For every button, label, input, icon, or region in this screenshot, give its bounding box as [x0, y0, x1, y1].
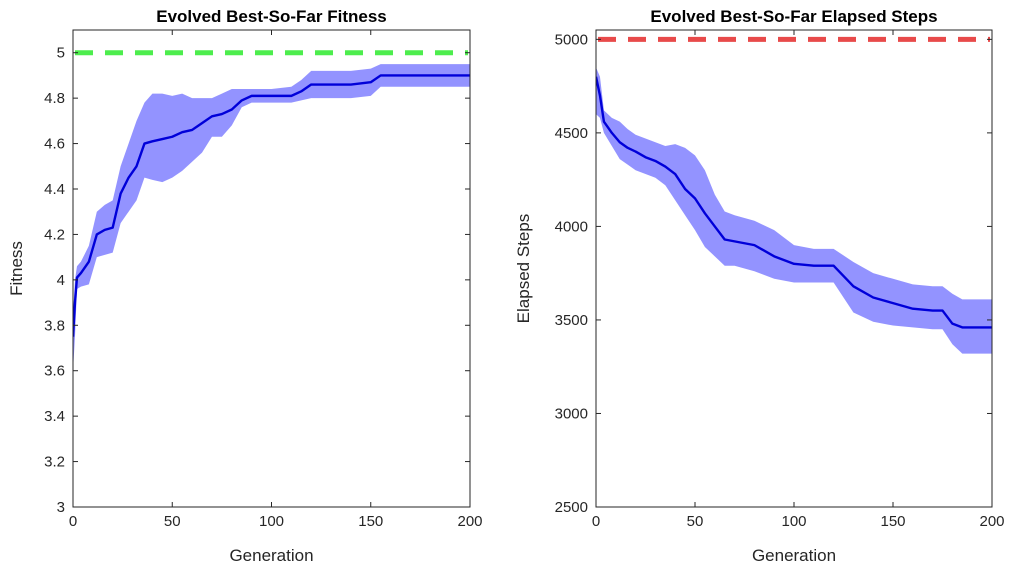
y-axis-label: Elapsed Steps	[514, 214, 533, 324]
y-tick-label: 3.6	[44, 363, 65, 380]
y-tick-label: 3000	[555, 405, 588, 422]
y-tick-label: 3.4	[44, 408, 65, 425]
plot-area	[596, 36, 992, 354]
confidence-band	[73, 64, 470, 371]
x-tick-label: 100	[259, 513, 284, 530]
elapsed-steps-chart: 0 50 100 150 200 2500 3000 3500 4000 4500 5000 Evol…	[514, 7, 1005, 565]
confidence-band	[596, 67, 992, 354]
x-tick-label: 150	[880, 513, 905, 530]
y-tick-label: 3.8	[44, 317, 65, 334]
x-tick-label: 200	[979, 513, 1004, 530]
mean-line	[596, 76, 992, 329]
y-tick-label: 3500	[555, 312, 588, 329]
y-tick-label: 4.2	[44, 226, 65, 243]
y-tick-label: 4500	[555, 125, 588, 142]
y-tick-label: 3.2	[44, 454, 65, 471]
y-tick-label: 3	[57, 499, 65, 516]
x-tick-label: 150	[358, 513, 383, 530]
x-axis-label: Generation	[229, 546, 313, 565]
y-tick-label: 4.6	[44, 136, 65, 153]
y-tick-label: 4.4	[44, 181, 65, 198]
y-tick-label: 4.8	[44, 90, 65, 107]
x-tick-label: 200	[457, 513, 482, 530]
y-tick-label: 4000	[555, 218, 588, 235]
y-tick-label: 2500	[555, 499, 588, 516]
chart-title: Evolved Best-So-Far Fitness	[156, 7, 387, 26]
x-axis-label: Generation	[752, 546, 836, 565]
mean-line	[73, 74, 470, 337]
chart-title: Evolved Best-So-Far Elapsed Steps	[650, 7, 937, 26]
y-tick-label: 4	[57, 272, 65, 289]
x-tick-label: 0	[69, 513, 77, 530]
x-tick-label: 0	[592, 513, 600, 530]
plot-area	[73, 50, 470, 371]
y-tick-label: 5	[57, 45, 65, 62]
fitness-chart: 0 50 100 150 200 3 3.2 3.4 3.6 3.8 4 4.2 4.4 4.6 4.8 5 E…	[7, 7, 483, 565]
y-tick-label: 5000	[555, 31, 588, 48]
y-axis-label: Fitness	[7, 241, 26, 296]
x-tick-label: 50	[687, 513, 704, 530]
x-tick-label: 50	[164, 513, 181, 530]
x-tick-label: 100	[781, 513, 806, 530]
